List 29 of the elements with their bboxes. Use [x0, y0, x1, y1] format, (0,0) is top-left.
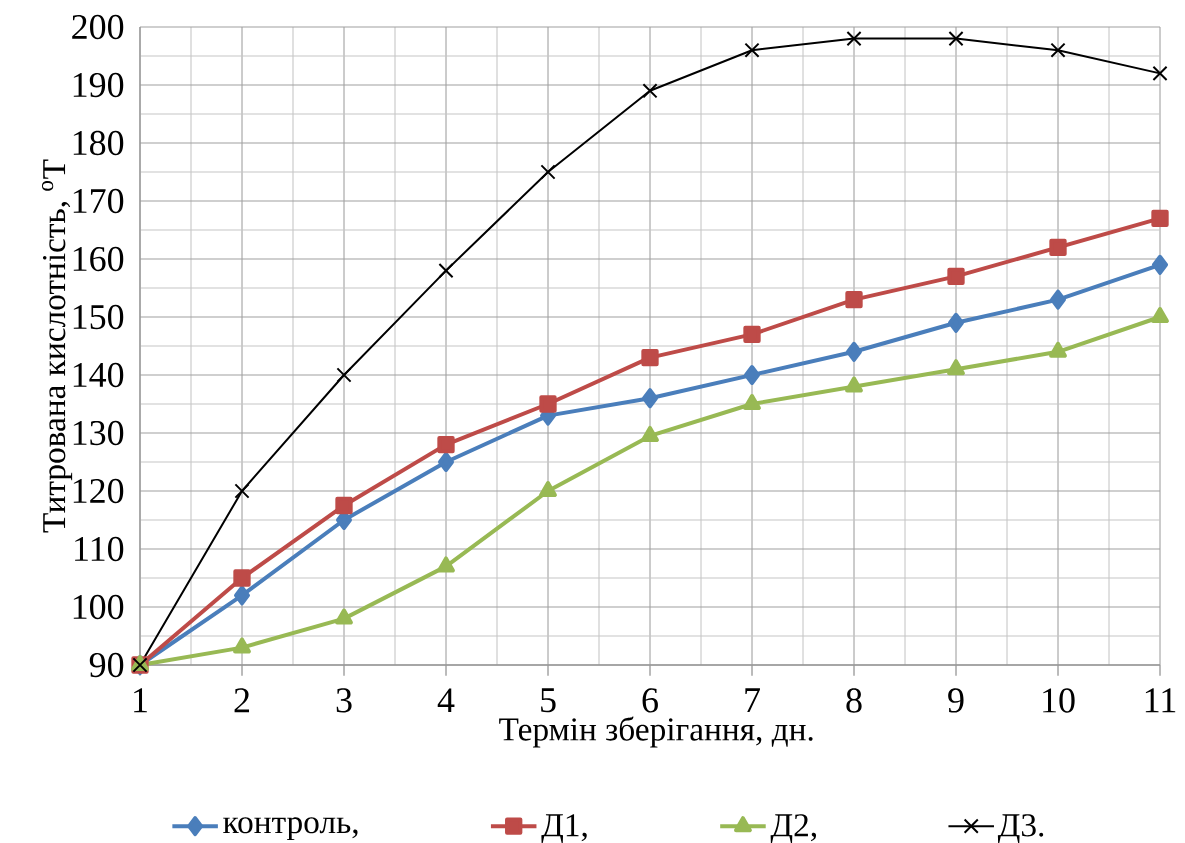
x-tick-label: 2	[234, 688, 250, 713]
y-tick-label: 120	[73, 478, 124, 504]
y-tick-label: 170	[73, 188, 124, 214]
x-tick-label: 11	[1145, 688, 1176, 713]
y-tick-label: 140	[73, 362, 124, 388]
legend-label: контроль,	[223, 817, 358, 841]
x-tick-label: 8	[846, 688, 862, 713]
legend-label: Д1,	[541, 814, 587, 843]
y-tick-label: 90	[89, 652, 124, 678]
legend-label: Д2,	[770, 814, 817, 843]
x-tick-label: 6	[642, 688, 658, 713]
x-tick-label: 9	[948, 688, 964, 713]
y-tick-label: 130	[73, 420, 124, 446]
x-tick-label: 3	[336, 688, 352, 713]
y-tick-label: 180	[73, 130, 124, 156]
y-tick-label: 110	[75, 536, 124, 562]
y-tick-label: 150	[73, 304, 124, 330]
y-tick-label: 190	[73, 72, 124, 98]
x-tick-label: 5	[541, 688, 556, 713]
y-tick-label: 160	[73, 246, 124, 272]
y-tick-label: 200	[72, 14, 124, 40]
x-axis-title: Термін зберігання, дн.	[499, 716, 813, 748]
y-tick-label: 100	[73, 594, 124, 620]
x-tick-label: 4	[437, 688, 455, 713]
legend-label: Д3.	[997, 814, 1044, 843]
x-tick-label: 10	[1043, 688, 1075, 713]
x-tick-label: 7	[745, 688, 760, 712]
y-axis-title: Титрована кислотність, $^{o}$Т	[42, 159, 73, 533]
x-tick-label: 1	[134, 688, 147, 713]
